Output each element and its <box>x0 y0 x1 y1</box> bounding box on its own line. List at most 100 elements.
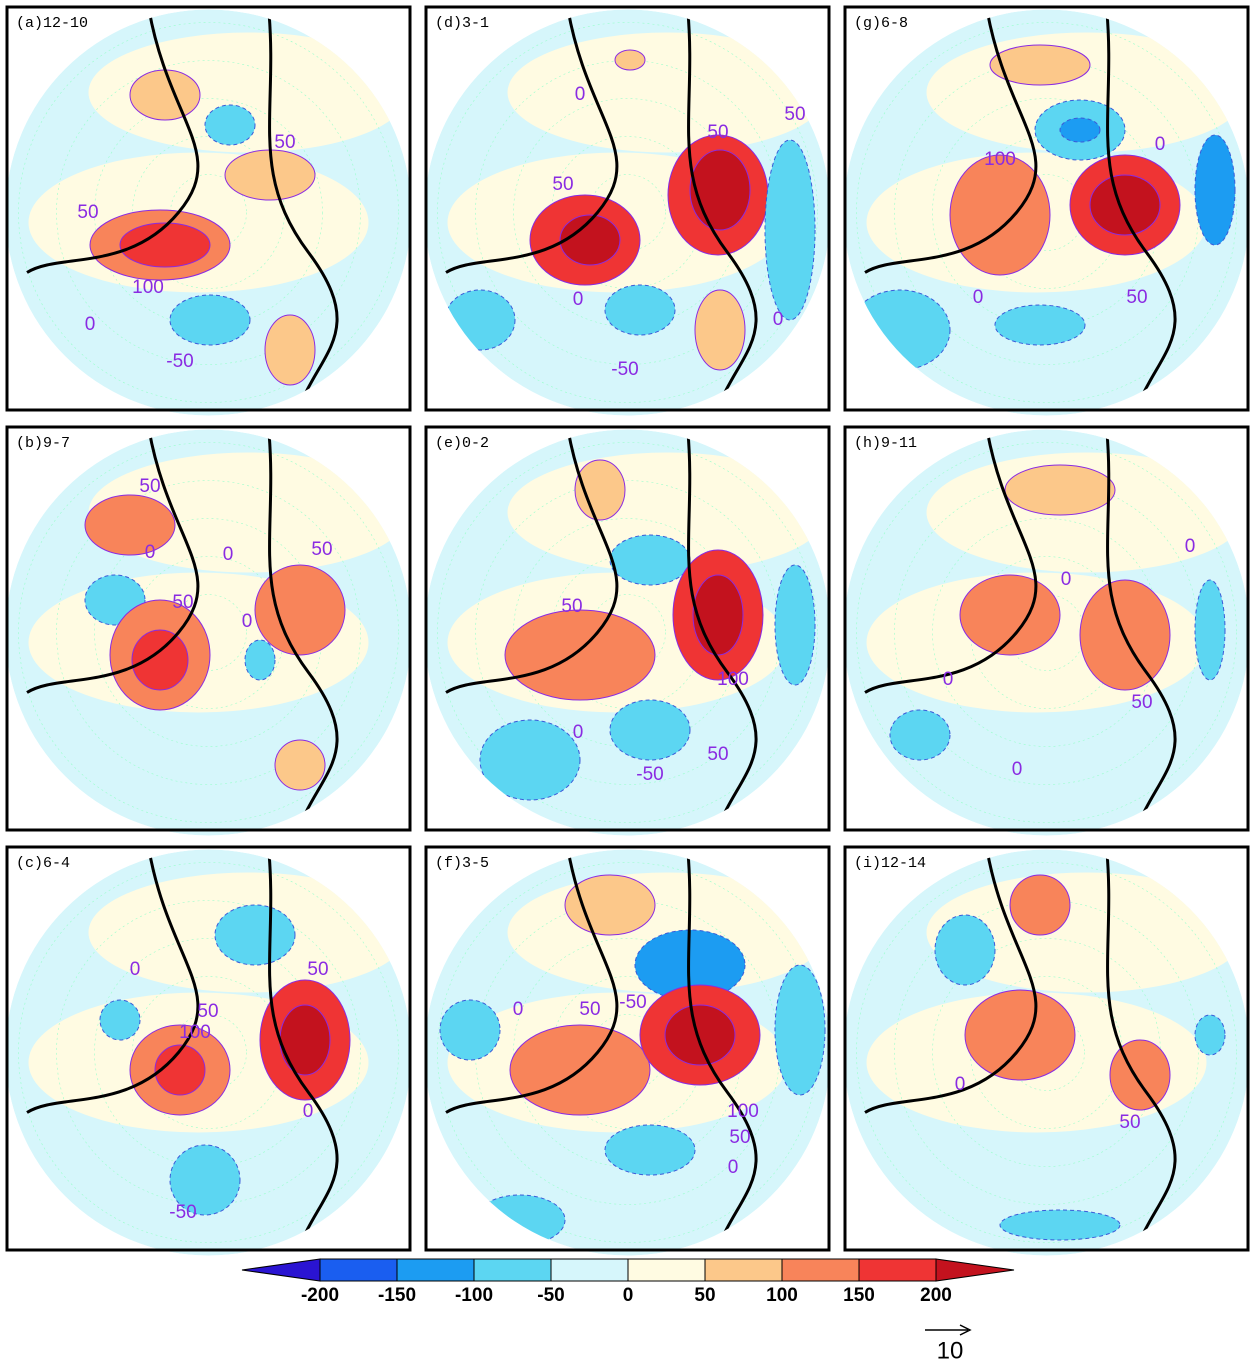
latitude-circle <box>856 442 1237 823</box>
latitude-circle <box>56 60 361 365</box>
anomaly-region <box>169 1144 241 1216</box>
latitude-circle <box>437 22 818 403</box>
latitude-circle <box>589 174 666 251</box>
contour-label: -50 <box>636 764 663 785</box>
colorbar-bin <box>858 1258 937 1282</box>
anomaly-region <box>764 139 816 321</box>
latitude-circle <box>589 594 666 671</box>
contour-label: 0 <box>973 287 984 308</box>
contour-label: 50 <box>307 959 328 980</box>
coastline <box>864 849 1177 1251</box>
colorbar-bin <box>550 1258 629 1282</box>
contour-label: 50 <box>707 744 728 765</box>
contour-label: 0 <box>1155 134 1166 155</box>
anomaly-region <box>154 1044 206 1096</box>
panel-title: (b)9-7 <box>16 435 70 452</box>
anomaly-region <box>934 914 996 986</box>
contour-label: 50 <box>561 596 582 617</box>
coastline <box>445 429 758 831</box>
map <box>424 429 831 836</box>
latitude-circle <box>56 900 361 1205</box>
panel: (i)12-14 0 50 <box>843 845 1250 1256</box>
contour-label: 0 <box>1185 536 1196 557</box>
contour-label: 0 <box>573 289 584 310</box>
anomaly-region <box>1194 579 1226 681</box>
reference-arrowhead <box>959 1324 972 1336</box>
panel-title: (h)9-11 <box>854 435 917 452</box>
contour-label: 0 <box>1012 759 1023 780</box>
anomaly-region <box>774 564 816 686</box>
contour-label: 100 <box>984 149 1016 170</box>
colorbar-tick-label: -50 <box>537 1285 564 1306</box>
coastline <box>26 849 339 1251</box>
panel-title: (f)3-5 <box>435 855 489 872</box>
contour-label: -50 <box>169 1202 196 1223</box>
latitude-circle <box>56 480 361 785</box>
latitude-circle <box>18 862 399 1243</box>
anomaly-region <box>559 214 621 266</box>
anomaly-region <box>964 989 1076 1081</box>
anomaly-region <box>614 49 646 71</box>
anomaly-region <box>604 284 676 336</box>
contour-label: 0 <box>728 1157 739 1178</box>
anomaly-region <box>959 574 1061 656</box>
anomaly-region <box>694 289 746 371</box>
contour-label: 0 <box>242 611 253 632</box>
contour-label: 50 <box>311 539 332 560</box>
anomaly-region <box>564 874 656 936</box>
coastline <box>445 9 758 411</box>
cream-region <box>88 32 409 153</box>
anomaly-region <box>889 709 951 761</box>
coastline <box>26 9 339 411</box>
map <box>424 9 831 416</box>
colorbar-tick-label: -150 <box>378 1285 416 1306</box>
anomaly-region <box>129 69 201 121</box>
contour-label: 50 <box>552 174 573 195</box>
contour-label: 0 <box>573 722 584 743</box>
colorbar-tick-label: 0 <box>623 1285 634 1306</box>
map <box>843 9 1250 416</box>
panel-frame <box>424 425 831 832</box>
latitude-circle <box>18 442 399 823</box>
contour-label: 50 <box>1126 287 1147 308</box>
contour-label: 50 <box>729 1127 750 1148</box>
panel-frame <box>5 845 412 1252</box>
contour-label: 0 <box>773 309 784 330</box>
anomaly-region <box>1004 464 1116 516</box>
panel: (e)0-2 50 100 0 -50 50 <box>424 425 831 836</box>
contour-label: 100 <box>717 669 749 690</box>
contour-label: 50 <box>784 104 805 125</box>
map <box>843 429 1250 836</box>
latitude-circle <box>170 594 247 671</box>
contour-label: 50 <box>274 132 295 153</box>
panel-frame <box>843 5 1250 412</box>
anomaly-region <box>84 494 176 556</box>
map <box>5 429 412 836</box>
colorbar-tick-label: -200 <box>301 1285 339 1306</box>
anomaly-region <box>274 739 326 791</box>
anomaly-region <box>504 609 656 701</box>
anomaly-region <box>214 904 296 966</box>
map <box>5 9 412 416</box>
colorbar-bin <box>627 1258 706 1282</box>
contour-label: 0 <box>513 999 524 1020</box>
panel-title: (e)0-2 <box>435 435 489 452</box>
latitude-circle <box>18 22 399 403</box>
colorbar-tick-label: 150 <box>843 1285 875 1306</box>
contour-label: 0 <box>955 1074 966 1095</box>
anomaly-region <box>204 104 256 146</box>
contour-label: 50 <box>77 202 98 223</box>
coastline <box>864 429 1177 831</box>
anomaly-region <box>989 44 1091 86</box>
anomaly-region <box>574 459 626 521</box>
contour-label: 50 <box>1119 1112 1140 1133</box>
anomaly-region <box>1059 117 1101 143</box>
anomaly-region <box>169 294 251 346</box>
colorbar-tick-label: 100 <box>766 1285 798 1306</box>
colorbar-bin <box>781 1258 860 1282</box>
coastline <box>26 429 339 831</box>
anomaly-region <box>1194 1014 1226 1056</box>
contour-label: 50 <box>579 999 600 1020</box>
panel: (h)9-11 0 0 0 50 0 <box>843 425 1250 836</box>
